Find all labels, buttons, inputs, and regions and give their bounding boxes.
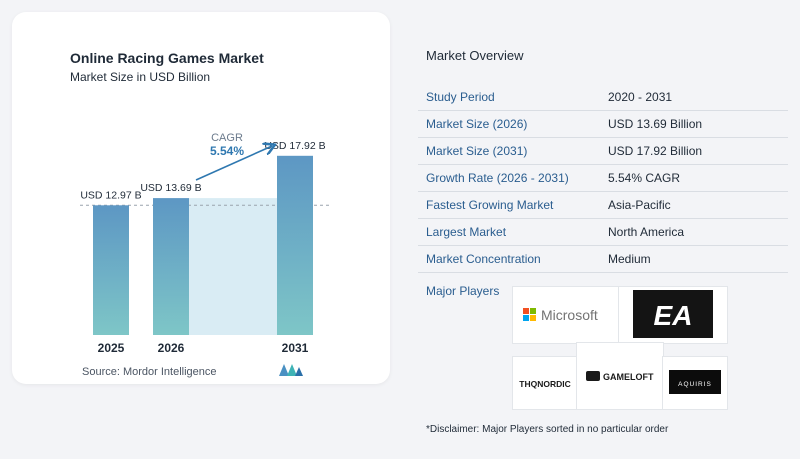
thqnordic-logo: THQNORDIC — [512, 356, 578, 410]
bar-chart: USD 12.97 B 2025 USD 13.69 B 2026 USD 17.92 … — [80, 132, 330, 355]
overview-value: North America — [608, 225, 685, 239]
chart-subtitle: Market Size in USD Billion — [70, 70, 211, 84]
overview-title: Market Overview — [426, 48, 524, 63]
thqnordic-wordmark: THQNORDIC — [519, 379, 570, 389]
mordor-logo-icon — [279, 364, 303, 376]
data-label-2031: USD 17.92 B — [264, 140, 325, 152]
source-text: Source: Mordor Intelligence — [82, 366, 217, 378]
overview-label: Fastest Growing Market — [426, 198, 554, 212]
ea-logo-icon: EA — [633, 290, 713, 338]
overview-label: Market Size (2026) — [426, 117, 528, 131]
overview-value: Asia-Pacific — [608, 198, 671, 212]
chart-title: Online Racing Games Market — [70, 50, 264, 66]
market-overview-panel: Market Overview Study Period 2020 - 2031… — [404, 0, 800, 459]
cagr-label: CAGR — [211, 132, 243, 144]
bar-2025 — [93, 205, 129, 335]
overview-value: Medium — [608, 252, 651, 266]
bar-2031 — [277, 155, 313, 335]
aquiris-wordmark: AQUIRIS — [678, 381, 712, 388]
thqnordic-logo-icon: THQNORDIC — [519, 379, 570, 389]
disclaimer: *Disclaimer: Major Players sorted in no … — [426, 424, 669, 435]
overview-row: Fastest Growing Market Asia-Pacific — [418, 192, 788, 219]
overview-label: Market Size (2031) — [426, 144, 528, 158]
x-tick-2025: 2025 — [98, 341, 125, 355]
cagr-arrow — [195, 146, 272, 181]
overview-row: Growth Rate (2026 - 2031) 5.54% CAGR — [418, 165, 788, 192]
ea-logo: EA — [618, 286, 728, 344]
ea-wordmark: EA — [654, 300, 693, 331]
gameloft-logo: GAMELOFT — [576, 342, 664, 410]
overview-row: Market Size (2026) USD 13.69 Billion — [418, 111, 788, 138]
major-players-label: Major Players — [426, 284, 500, 298]
cagr-shade-region — [189, 198, 277, 335]
overview-row: Study Period 2020 - 2031 — [418, 84, 788, 111]
cagr-value: 5.54% — [210, 144, 244, 158]
microsoft-logo: Microsoft — [512, 286, 620, 344]
overview-label: Growth Rate (2026 - 2031) — [426, 171, 569, 185]
x-tick-2031: 2031 — [282, 341, 309, 355]
gameloft-wordmark: GAMELOFT — [603, 372, 654, 382]
microsoft-logo-icon: Microsoft — [523, 307, 598, 323]
overview-label: Study Period — [426, 90, 495, 104]
bar-2026 — [153, 198, 189, 335]
overview-value: 5.54% CAGR — [608, 171, 681, 185]
overview-row: Market Size (2031) USD 17.92 Billion — [418, 138, 788, 165]
overview-value: USD 17.92 Billion — [608, 144, 703, 158]
overview-label: Largest Market — [426, 225, 507, 239]
overview-label: Market Concentration — [426, 252, 541, 266]
overview-row: Largest Market North America — [418, 219, 788, 246]
overview-table: Study Period 2020 - 2031 Market Size (20… — [418, 84, 788, 273]
data-label-2026: USD 13.69 B — [140, 182, 201, 194]
x-tick-2026: 2026 — [158, 341, 185, 355]
aquiris-logo-icon: AQUIRIS — [669, 370, 721, 394]
data-label-2025: USD 12.97 B — [80, 189, 141, 201]
overview-value: 2020 - 2031 — [608, 90, 673, 104]
microsoft-wordmark: Microsoft — [541, 307, 598, 323]
overview-row: Market Concentration Medium — [418, 246, 788, 273]
gameloft-logo-icon: GAMELOFT — [586, 371, 654, 382]
overview-value: USD 13.69 Billion — [608, 117, 703, 131]
aquiris-logo: AQUIRIS — [662, 356, 728, 410]
